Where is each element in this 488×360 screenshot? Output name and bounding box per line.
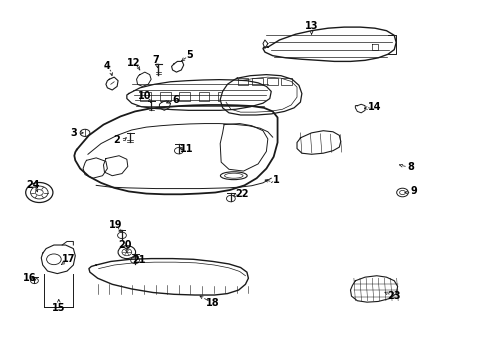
Text: 8: 8 (407, 162, 413, 172)
Polygon shape (41, 245, 75, 274)
Polygon shape (126, 80, 271, 111)
Polygon shape (296, 131, 340, 154)
Text: 15: 15 (52, 303, 65, 313)
Text: 5: 5 (186, 50, 193, 60)
Text: 12: 12 (126, 58, 140, 68)
Bar (237, 78, 248, 85)
Text: 7: 7 (152, 55, 159, 65)
Text: 11: 11 (180, 144, 193, 154)
Text: 19: 19 (109, 220, 122, 230)
Text: 21: 21 (131, 255, 145, 265)
Bar (140, 93, 151, 102)
Bar (218, 93, 228, 102)
Text: 16: 16 (23, 273, 36, 283)
Text: 23: 23 (386, 291, 400, 301)
Text: 4: 4 (104, 62, 111, 71)
Text: 2: 2 (114, 135, 120, 145)
Text: 20: 20 (119, 240, 132, 250)
Polygon shape (220, 75, 301, 115)
Text: 13: 13 (304, 21, 318, 31)
Bar (252, 78, 263, 85)
Bar (160, 93, 170, 102)
Text: 3: 3 (70, 128, 77, 138)
Text: 14: 14 (367, 102, 381, 112)
Text: 22: 22 (235, 189, 248, 199)
Text: 1: 1 (272, 175, 279, 185)
Polygon shape (263, 27, 395, 62)
Text: 24: 24 (26, 180, 40, 190)
Text: 17: 17 (61, 254, 75, 264)
Polygon shape (350, 276, 397, 302)
Polygon shape (89, 258, 248, 295)
Bar (237, 93, 248, 102)
Text: 10: 10 (138, 91, 151, 101)
Bar (281, 78, 291, 85)
Text: 9: 9 (409, 186, 416, 197)
Text: 6: 6 (172, 95, 179, 105)
Bar (199, 93, 209, 102)
Bar (179, 93, 190, 102)
Text: 18: 18 (205, 298, 219, 308)
Bar (266, 78, 277, 85)
